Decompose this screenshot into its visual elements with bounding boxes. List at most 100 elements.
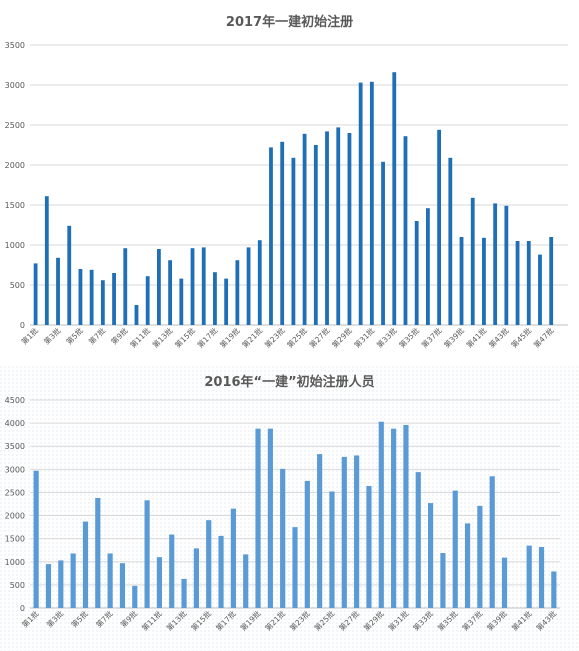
y-tick-label: 1500 [5,201,25,210]
bar: 第31批: 3960 [403,424,409,608]
x-tick-label: 第43批 [486,325,511,350]
bar: 第40批: 1590 [470,197,475,325]
bar: 第19批: 810 [235,260,240,325]
x-tick-label: 第11批 [128,325,153,350]
bar: 第27批: 3300 [354,455,360,608]
bar: 第18批: 580 [224,278,229,325]
y-tick-label: 1000 [5,241,25,250]
bar: 第39批: 1100 [459,237,464,325]
bar: 第20批: 970 [246,247,251,325]
bar: 第8批: 650 [112,273,116,325]
bar: 第47批: 1100 [549,237,554,325]
bar: 第41批: 1350 [526,545,532,608]
bar: 第26批: 3270 [341,456,347,608]
bar: 第21批: 1060 [257,240,262,325]
bar: 第34批: 2360 [403,136,408,325]
bar: 第6批: 690 [89,269,94,325]
bar: 第35批: 1300 [414,221,419,325]
x-tick-label: 第27批 [307,325,332,350]
bar: 第36批: 1460 [425,208,430,325]
x-tick-label: 第13批 [150,325,175,350]
bar: 第5批: 1870 [82,521,89,608]
bar: 第24批: 2090 [291,157,296,325]
x-tick-label: 第31批 [352,325,377,350]
bar: 第32批: 2040 [381,161,385,325]
bar: 第15批: 960 [190,248,195,325]
x-tick-label: 第5批 [64,325,85,346]
bar: 第29批: 2400 [347,133,352,325]
bar: 第45批: 1050 [526,241,531,325]
bar: 第33批: 3160 [392,72,397,325]
y-tick-label: 2500 [5,488,25,497]
bar: 第37批: 2210 [477,505,483,608]
x-tick-label: 第47批 [531,325,556,350]
bar: 第22批: 1750 [292,527,298,608]
bar: 第26批: 2250 [313,145,318,325]
bar: 第28批: 2640 [366,485,372,608]
y-tick-label: 3500 [5,41,25,50]
bar: 第5批: 700 [78,269,83,325]
x-tick-label: 第45批 [509,325,534,350]
bar: 第21批: 3010 [280,468,286,608]
bar: 第38批: 2850 [489,476,495,608]
bar: 第42批: 1520 [493,203,498,325]
bar: 第19批: 3880 [255,428,261,608]
bar: 第42批: 1320 [538,546,545,608]
y-tick-label: 3500 [5,442,25,451]
bar: 第32批: 2940 [415,472,421,608]
chart-title: 2017年一建初始注册 [226,14,353,30]
bar: 第22批: 2220 [269,147,273,325]
bar: 第13批: 810 [168,260,173,325]
bar: 第43批: 790 [551,571,557,608]
bar: 第16批: 1560 [218,535,224,608]
bar: 第2批: 1610 [44,196,49,325]
bar: 第37批: 2440 [437,129,442,325]
bar: 第14批: 580 [179,278,184,325]
x-tick-label: 第15批 [173,325,198,350]
bar: 第28批: 2470 [336,127,341,326]
bar: 第1批: 770 [33,263,38,325]
x-tick-label: 第21批 [240,325,265,350]
y-tick-label: 1000 [5,558,25,567]
bar: 第10批: 2330 [144,500,150,608]
bar: 第29批: 4030 [378,421,384,608]
bar: 第38批: 2090 [448,157,453,325]
y-tick-label: 3000 [5,465,25,474]
chart-2017: 2017年一建初始注册 0 500 1000 1500 2000 2500 3000 3500 第… [5,14,568,350]
bar: 第30批: 3030 [358,82,363,325]
chart-2016: 2016年“一建”初始注册人员 0 500 1000 1500 2000 2500 3000 3… [0,366,579,651]
bar: 第16批: 970 [201,247,206,325]
bar: 第8批: 970 [119,563,126,608]
y-tick-label: 0 [20,604,25,613]
x-tick-label: 第23批 [262,325,287,350]
y-tick-label: 2500 [5,121,25,130]
x-tick-label: 第29批 [329,325,354,350]
x-tick-label: 第39批 [442,325,467,350]
bar: 第23批: 2750 [304,480,310,608]
y-tick-label: 4500 [5,396,25,405]
bar: 第30批: 3880 [391,428,397,608]
x-tick-label: 第7批 [86,325,107,346]
x-tick-label: 第19批 [217,325,242,350]
chart-title: 2016年“一建”初始注册人员 [204,374,374,390]
bar: 第39批: 1090 [501,557,508,608]
bar: 第11批: 610 [145,276,150,325]
bar: 第9批: 480 [132,585,138,608]
bar: 第36批: 1830 [464,523,471,608]
bar: 第46批: 880 [538,254,542,325]
bar: 第13批: 630 [181,578,187,608]
bar: 第15批: 1900 [206,520,212,608]
bar: 第12批: 1590 [169,534,175,608]
bar: 第1批: 2970 [33,470,39,608]
bar: 第4批: 1240 [67,225,72,325]
bar: 第10批: 250 [134,305,139,325]
bar: 第43批: 1490 [504,205,509,325]
x-tick-label: 第35批 [397,325,422,350]
bar: 第34批: 1190 [440,552,446,608]
y-tick-label: 500 [10,281,25,290]
bar: 第11批: 1100 [156,557,163,608]
x-tick-label: 第37批 [419,325,444,350]
x-tick-label: 第17批 [195,325,220,350]
bar: 第7批: 1180 [107,553,113,608]
